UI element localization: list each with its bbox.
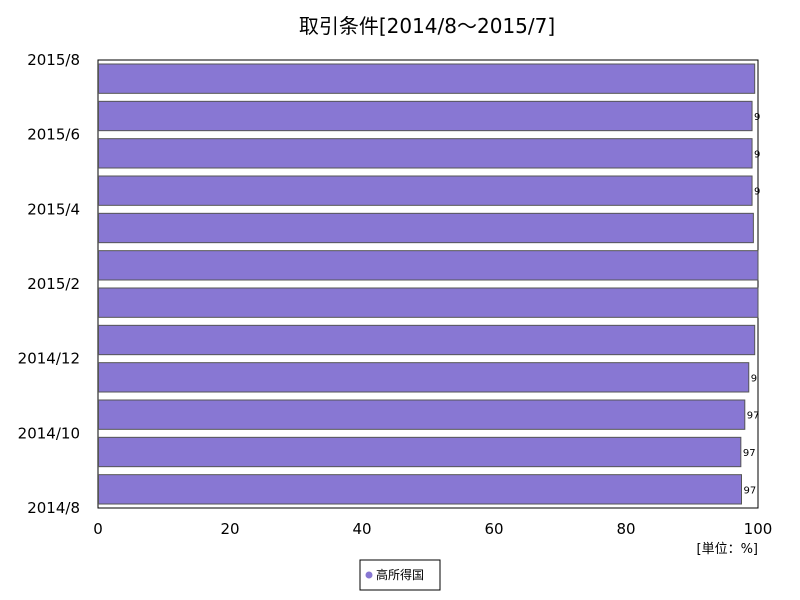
y-tick-label: 2015/6: [27, 126, 80, 144]
legend-label: 高所得国: [376, 567, 424, 582]
x-tick-label: 60: [484, 520, 503, 538]
unit-label: [単位：%]: [697, 541, 759, 557]
y-tick-label: 2014/10: [18, 424, 80, 442]
bar: [98, 436, 742, 468]
legend-marker: [365, 571, 373, 579]
bar: [98, 63, 756, 94]
data-label: 97: [743, 448, 756, 459]
data-label: 9: [751, 373, 757, 384]
x-tick-label: 100: [744, 520, 773, 538]
x-tick-label: 20: [220, 520, 239, 538]
bar: [98, 175, 753, 206]
bar: [98, 362, 750, 393]
y-tick-label: 2015/8: [27, 51, 80, 69]
data-label: 97: [744, 485, 757, 496]
legend: 高所得国: [359, 559, 441, 591]
bar: [98, 287, 759, 318]
y-tick-label: 2014/12: [18, 350, 80, 368]
bar: [98, 250, 759, 281]
bar: [98, 212, 754, 244]
y-tick-label: 2015/4: [27, 200, 80, 218]
bar: [98, 474, 742, 505]
plot-frame: [97, 59, 759, 509]
data-label: 9: [754, 187, 760, 198]
data-label: 97: [747, 411, 760, 422]
data-label: 9: [754, 112, 760, 123]
y-tick-label: 2015/2: [27, 275, 80, 293]
y-tick-label: 2014/8: [27, 499, 80, 517]
bar: [98, 100, 753, 132]
data-label: 9: [754, 149, 760, 160]
bar: [98, 399, 746, 430]
x-tick-label: 40: [352, 520, 371, 538]
bar: [98, 324, 756, 356]
bar: [98, 138, 753, 169]
chart-title: 取引条件[2014/8～2015/7]: [299, 14, 555, 38]
x-tick-label: 80: [616, 520, 635, 538]
x-tick-label: 0: [93, 520, 103, 538]
